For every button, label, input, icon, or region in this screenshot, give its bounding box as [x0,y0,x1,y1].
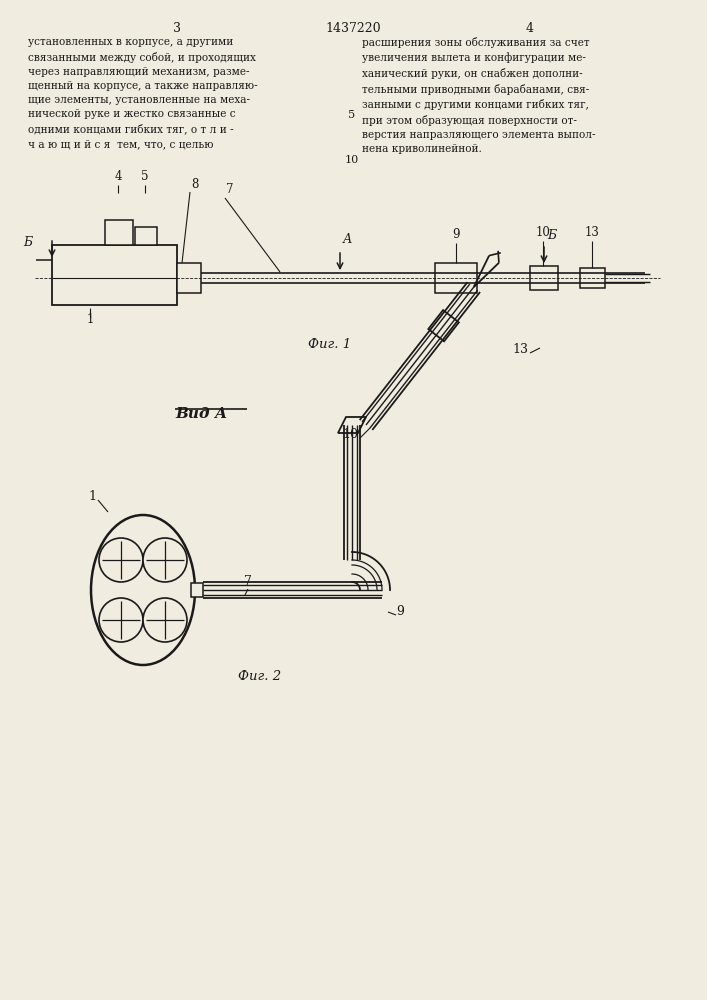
Bar [135,227,157,245]
Text: Б: Б [547,229,556,242]
Text: 7: 7 [226,183,234,196]
Text: 10: 10 [342,428,358,441]
Circle shape [99,538,143,582]
Bar [105,220,133,245]
Text: установленных в корпусе, а другими
связанными между собой, и проходящих
через на: установленных в корпусе, а другими связа… [28,37,257,149]
Text: 1: 1 [88,490,96,503]
Polygon shape [338,417,366,433]
Text: 1: 1 [86,313,94,326]
Bar [191,583,203,597]
Bar [177,263,201,293]
Text: 9: 9 [452,228,460,241]
Polygon shape [428,310,459,341]
Text: 8: 8 [192,178,199,191]
Circle shape [99,598,143,642]
Bar [530,266,558,290]
Bar [52,245,177,305]
Bar [435,263,477,293]
Text: 4: 4 [115,170,122,183]
Text: Фиг. 2: Фиг. 2 [238,670,281,683]
Text: Б: Б [23,235,33,248]
Text: 7: 7 [244,575,252,588]
Text: 5: 5 [349,110,356,120]
Text: 10: 10 [536,226,551,239]
Text: 5: 5 [141,170,148,183]
Text: 13: 13 [512,343,528,356]
Circle shape [143,598,187,642]
Text: расширения зоны обслуживания за счет
увеличения вылета и конфигурации ме-
ханиче: расширения зоны обслуживания за счет уве… [362,37,595,154]
Ellipse shape [91,515,195,665]
Text: Фиг. 1: Фиг. 1 [308,338,351,351]
Text: 1437220: 1437220 [325,22,381,35]
Circle shape [143,538,187,582]
Text: 3: 3 [173,22,181,35]
Text: 4: 4 [526,22,534,35]
Text: 13: 13 [585,226,600,239]
Text: А: А [343,233,353,246]
Text: 9: 9 [396,605,404,618]
Text: 10: 10 [345,155,359,165]
Bar [580,268,605,288]
Text: Вид А: Вид А [175,407,227,421]
